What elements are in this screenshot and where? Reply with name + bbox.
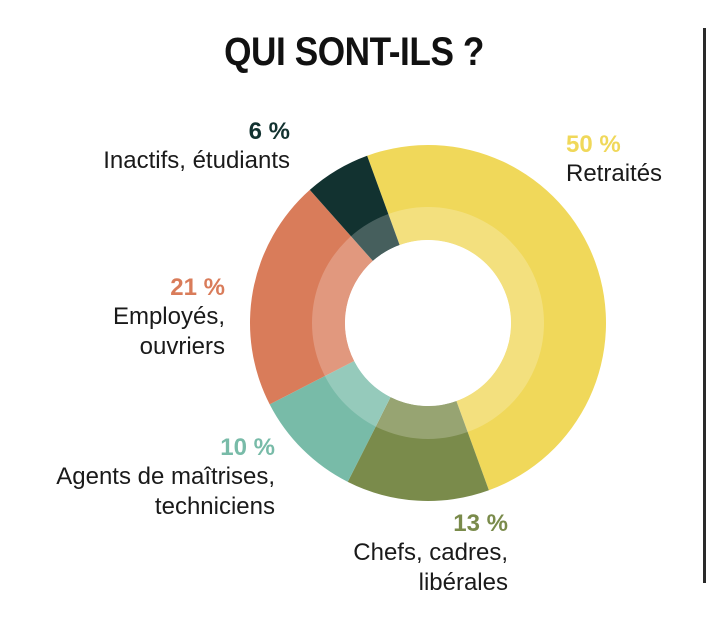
label-chefs: 13 % Chefs, cadres, libérales [258, 510, 508, 598]
chart-title: QUI SONT-ILS ? [224, 30, 484, 74]
column-divider [703, 28, 706, 583]
pct-employes: 21 % [170, 274, 225, 301]
pct-chefs: 13 % [453, 510, 508, 537]
slice-employes [250, 189, 373, 405]
pct-agents: 10 % [220, 434, 275, 461]
slice-inactifs [309, 155, 400, 261]
name-inactifs: Inactifs, étudiants [103, 147, 290, 174]
label-retraites: 50 % Retraités [566, 131, 662, 189]
slice-agents [269, 360, 391, 482]
label-employes: 21 % Employés, ouvriers [90, 274, 225, 362]
label-agents: 10 % Agents de maîtrises, techniciens [30, 434, 275, 522]
name-chefs: Chefs, cadres, libérales [353, 539, 508, 596]
pct-retraites: 50 % [566, 131, 621, 158]
label-inactifs: 6 % Inactifs, étudiants [60, 118, 290, 176]
name-employes: Employés, ouvriers [112, 303, 225, 360]
name-retraites: Retraités [566, 160, 663, 187]
pct-inactifs: 6 % [248, 118, 290, 145]
donut-hole [345, 240, 511, 406]
name-agents: Agents de maîtrises, techniciens [56, 463, 275, 520]
slice-retraites [367, 145, 606, 491]
slice-chefs [347, 397, 489, 501]
